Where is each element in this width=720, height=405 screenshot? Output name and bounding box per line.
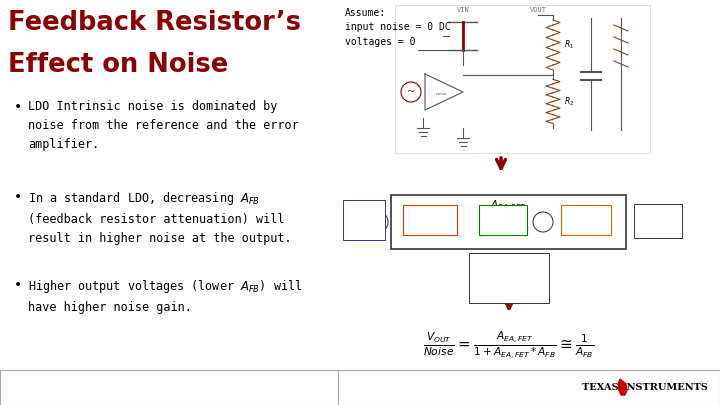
Text: ~: ~: [407, 87, 415, 97]
Circle shape: [401, 82, 421, 102]
Text: $A_{FB} =$: $A_{FB} =$: [496, 259, 521, 271]
Polygon shape: [618, 379, 627, 395]
Bar: [479, 205, 527, 235]
Polygon shape: [425, 74, 463, 110]
Text: In a standard LDO, decreasing $A_{FB}$
(feedback resistor attenuation) will
resu: In a standard LDO, decreasing $A_{FB}$ (…: [28, 190, 292, 245]
Text: VIN: VIN: [456, 7, 469, 13]
Text: LDO Intrinsic noise is dominated by
noise from the reference and the error
ampli: LDO Intrinsic noise is dominated by nois…: [28, 100, 299, 151]
Text: Assume:
input noise = 0 DC
voltages = 0: Assume: input noise = 0 DC voltages = 0: [345, 8, 451, 47]
Bar: [338, 370, 720, 405]
Text: TEXAS INSTRUMENTS: TEXAS INSTRUMENTS: [582, 384, 708, 392]
Text: $R_1$: $R_1$: [564, 39, 574, 51]
Text: $\frac{R2}{R1+R2}$: $\frac{R2}{R1+R2}$: [494, 275, 524, 294]
Text: VOUT: VOUT: [529, 7, 546, 13]
Bar: [403, 205, 457, 235]
Text: $Gm$: $Gm$: [494, 216, 512, 228]
Text: $V_{REF}$: $V_{REF}$: [355, 207, 373, 219]
Bar: [469, 253, 549, 303]
Text: $\frac{V_{OUT}}{Noise} = \frac{A_{EA,FET}}{1 + A_{EA,FET} * A_{FB}} \cong \frac{: $\frac{V_{OUT}}{Noise} = \frac{A_{EA,FET…: [423, 330, 595, 361]
Bar: [0, 370, 338, 405]
Bar: [634, 204, 682, 238]
Text: Noise: Noise: [354, 224, 374, 234]
Text: •: •: [14, 190, 22, 204]
Text: $Z_{OUT}$: $Z_{OUT}$: [574, 215, 598, 229]
Bar: [561, 205, 611, 235]
Text: Effect on Noise: Effect on Noise: [8, 52, 228, 78]
Bar: [391, 195, 626, 249]
Text: $A_{EA,FET}$: $A_{EA,FET}$: [490, 199, 527, 214]
Text: Feedback Resistor’s: Feedback Resistor’s: [8, 10, 301, 36]
Text: $V_{OUT}$: $V_{OUT}$: [646, 215, 670, 229]
Text: $R_2$: $R_2$: [564, 95, 574, 108]
Text: noise: noise: [435, 92, 447, 96]
Text: •: •: [14, 278, 22, 292]
Bar: [395, 5, 650, 153]
Circle shape: [366, 211, 388, 233]
Bar: [343, 200, 385, 240]
Text: Higher output voltages (lower $A_{FB}$) will
have higher noise gain.: Higher output voltages (lower $A_{FB}$) …: [28, 278, 302, 314]
Text: •: •: [14, 100, 22, 114]
Text: +: +: [372, 215, 382, 228]
Circle shape: [533, 212, 553, 232]
Text: $A_{LA}$: $A_{LA}$: [421, 215, 438, 229]
